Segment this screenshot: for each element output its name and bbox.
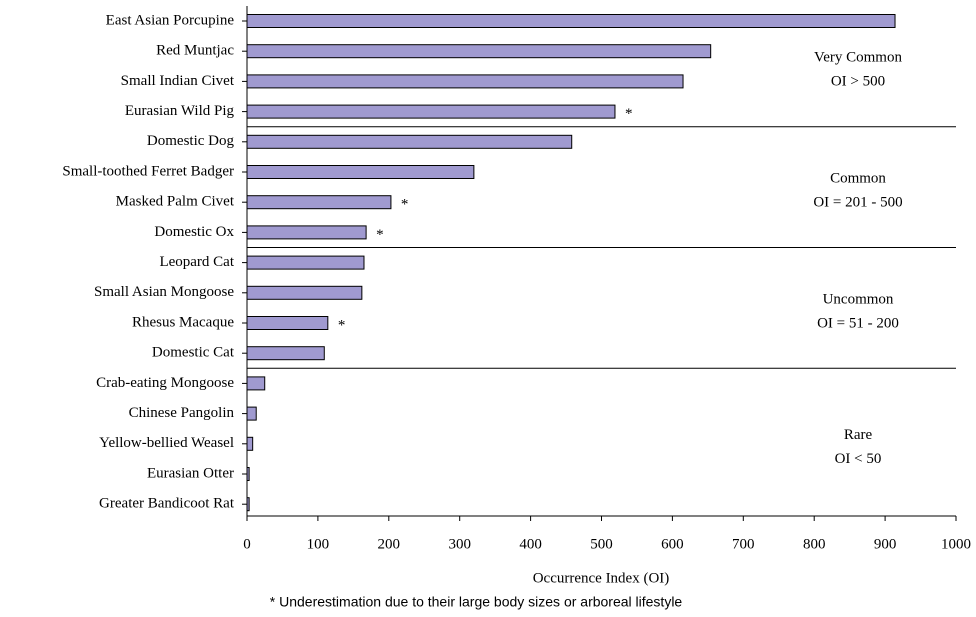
marker: *	[625, 106, 633, 122]
bar	[246, 467, 250, 481]
y-tick-label: Small Asian Mongoose	[94, 284, 234, 300]
y-tick-label: Rhesus Macaque	[132, 314, 234, 330]
y-tick-label: Small-toothed Ferret Badger	[62, 163, 234, 179]
bar	[246, 376, 266, 391]
group-name: Uncommon	[823, 291, 894, 307]
bar	[246, 165, 475, 179]
y-tick-label: Greater Bandicoot Rat	[99, 496, 235, 512]
y-tick-label: Eurasian Otter	[147, 465, 234, 481]
y-tick-label: Domestic Ox	[154, 224, 234, 240]
group-range: OI = 51 - 200	[817, 315, 899, 331]
y-tick-label: Yellow-bellied Weasel	[99, 435, 234, 451]
bar	[246, 346, 325, 361]
bar	[246, 225, 367, 240]
bar	[246, 316, 329, 330]
x-tick-label: 200	[378, 536, 401, 552]
y-tick-label: Masked Palm Civet	[116, 194, 235, 210]
bar	[246, 44, 712, 59]
bar	[246, 14, 896, 28]
x-tick-label: 900	[874, 536, 897, 552]
group-name: Rare	[844, 427, 873, 443]
x-tick-label: 1000	[941, 536, 971, 552]
x-tick-label: 800	[803, 536, 826, 552]
x-axis-title: Occurrence Index (OI)	[533, 570, 670, 586]
bar	[246, 497, 250, 512]
x-tick-label: 0	[243, 536, 251, 552]
y-tick-label: Domestic Cat	[152, 345, 235, 361]
y-tick-label: Crab-eating Mongoose	[96, 375, 234, 391]
bar	[246, 104, 616, 119]
y-tick-label: Chinese Pangolin	[129, 405, 235, 421]
bar	[246, 406, 257, 421]
y-tick-label: Eurasian Wild Pig	[125, 103, 235, 119]
x-tick-label: 700	[732, 536, 755, 552]
y-tick-label: Red Muntjac	[156, 43, 234, 59]
group-name: Very Common	[814, 50, 902, 66]
y-tick-label: Domestic Dog	[147, 133, 235, 149]
bar	[246, 74, 684, 89]
y-tick-label: East Asian Porcupine	[106, 12, 235, 28]
group-range: OI < 50	[835, 451, 882, 467]
bar	[246, 255, 365, 270]
y-tick-label: Small Indian Civet	[121, 73, 235, 89]
group-name: Common	[830, 171, 886, 187]
x-tick-label: 100	[307, 536, 330, 552]
group-range: OI = 201 - 500	[813, 195, 902, 211]
x-tick-label: 400	[519, 536, 542, 552]
footnote: * Underestimation due to their large bod…	[270, 594, 683, 610]
marker: *	[338, 317, 346, 333]
y-tick-label: Leopard Cat	[159, 254, 234, 270]
x-tick-label: 300	[448, 536, 471, 552]
bar	[246, 195, 392, 210]
bar	[246, 285, 363, 300]
bar	[246, 436, 254, 451]
x-tick-label: 500	[590, 536, 613, 552]
group-range: OI > 500	[831, 74, 885, 90]
marker: *	[401, 197, 409, 213]
bar	[246, 134, 573, 149]
marker: *	[376, 227, 384, 243]
x-tick-label: 600	[661, 536, 684, 552]
